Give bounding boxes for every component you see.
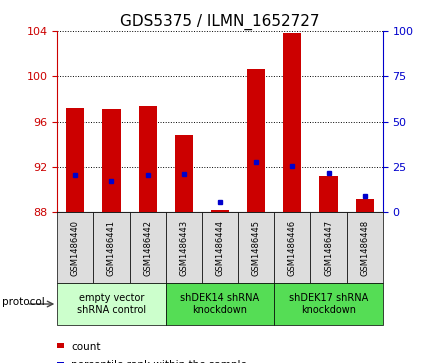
Text: count: count bbox=[71, 342, 101, 352]
Title: GDS5375 / ILMN_1652727: GDS5375 / ILMN_1652727 bbox=[120, 13, 320, 29]
Text: GSM1486442: GSM1486442 bbox=[143, 220, 152, 276]
Bar bbox=[57, 212, 93, 283]
Bar bbox=[247, 69, 265, 212]
Bar bbox=[93, 212, 129, 283]
Bar bbox=[211, 210, 229, 212]
Text: GSM1486443: GSM1486443 bbox=[180, 220, 188, 276]
Text: GSM1486445: GSM1486445 bbox=[252, 220, 260, 276]
Bar bbox=[347, 212, 383, 283]
Bar bbox=[175, 135, 193, 212]
Text: empty vector
shRNA control: empty vector shRNA control bbox=[77, 293, 146, 315]
Bar bbox=[166, 283, 274, 325]
Bar bbox=[319, 176, 337, 212]
Text: GSM1486448: GSM1486448 bbox=[360, 220, 369, 276]
Bar bbox=[129, 212, 166, 283]
Bar bbox=[139, 106, 157, 212]
Text: protocol: protocol bbox=[2, 297, 45, 307]
Text: shDEK14 shRNA
knockdown: shDEK14 shRNA knockdown bbox=[180, 293, 260, 315]
Bar bbox=[66, 108, 84, 212]
Bar bbox=[57, 283, 166, 325]
Bar bbox=[356, 199, 374, 212]
Text: GSM1486444: GSM1486444 bbox=[216, 220, 224, 276]
Bar bbox=[202, 212, 238, 283]
Bar bbox=[166, 212, 202, 283]
Text: shDEK17 shRNA
knockdown: shDEK17 shRNA knockdown bbox=[289, 293, 368, 315]
Bar bbox=[274, 283, 383, 325]
Bar bbox=[283, 33, 301, 212]
Bar bbox=[103, 109, 121, 212]
Text: GSM1486446: GSM1486446 bbox=[288, 220, 297, 276]
Text: percentile rank within the sample: percentile rank within the sample bbox=[71, 360, 247, 363]
Bar bbox=[274, 212, 311, 283]
Bar bbox=[238, 212, 274, 283]
Text: GSM1486440: GSM1486440 bbox=[71, 220, 80, 276]
Bar bbox=[311, 212, 347, 283]
Text: GSM1486441: GSM1486441 bbox=[107, 220, 116, 276]
Text: GSM1486447: GSM1486447 bbox=[324, 220, 333, 276]
